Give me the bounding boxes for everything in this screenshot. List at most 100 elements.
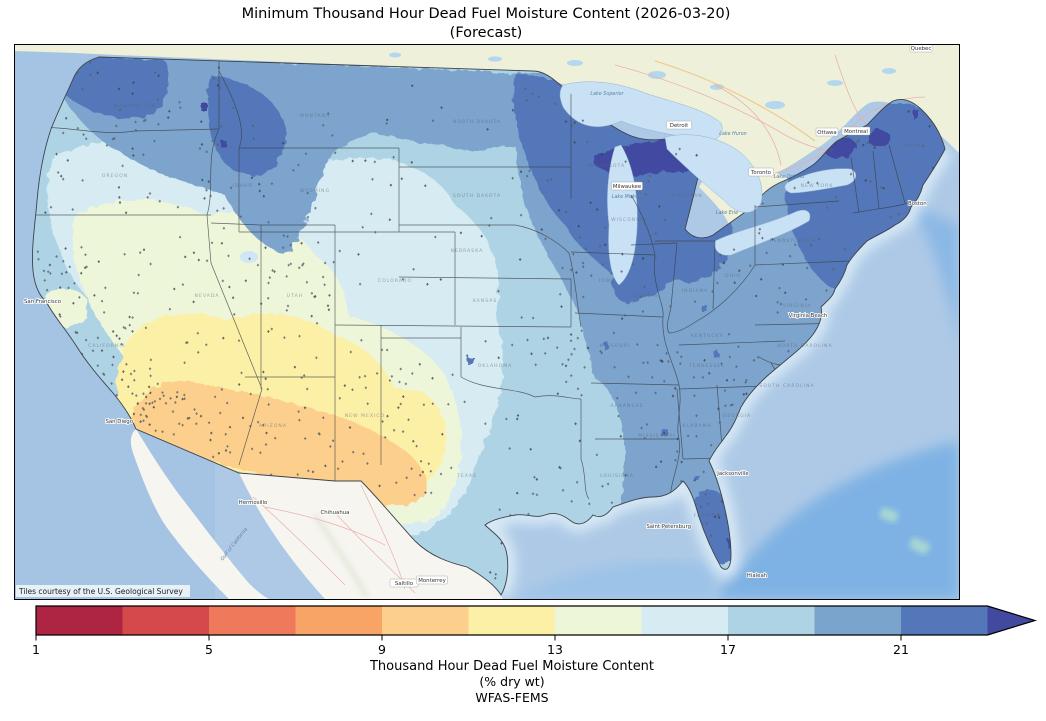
state-name-label: NORTH CAROLINA xyxy=(777,343,832,349)
station-marker xyxy=(676,350,679,354)
station-marker xyxy=(646,361,649,365)
station-marker xyxy=(771,237,774,241)
station-marker xyxy=(227,254,230,258)
station-marker xyxy=(463,400,466,404)
station-marker xyxy=(586,346,590,350)
station-marker xyxy=(261,423,265,427)
station-marker xyxy=(333,151,337,155)
station-marker xyxy=(530,352,533,356)
station-marker xyxy=(220,388,224,391)
station-marker xyxy=(250,176,254,180)
station-marker xyxy=(559,466,562,470)
station-marker xyxy=(441,432,444,436)
station-marker xyxy=(341,460,344,463)
station-marker xyxy=(195,412,198,416)
station-marker xyxy=(105,143,109,147)
station-marker xyxy=(723,389,727,393)
station-marker xyxy=(172,432,176,436)
state-name-label: OHIO xyxy=(725,273,741,279)
station-marker xyxy=(306,215,310,219)
station-marker xyxy=(332,260,335,264)
station-marker xyxy=(429,469,433,473)
station-marker xyxy=(583,365,586,369)
state-name-label: IOWA xyxy=(599,278,615,284)
station-marker xyxy=(835,195,838,199)
station-marker xyxy=(405,476,408,480)
station-marker xyxy=(745,392,748,396)
station-marker xyxy=(561,362,564,366)
station-marker xyxy=(703,358,706,362)
station-marker xyxy=(153,71,157,75)
station-marker xyxy=(75,331,79,335)
station-marker xyxy=(148,367,152,371)
station-marker xyxy=(392,155,395,159)
station-marker xyxy=(413,493,416,497)
station-marker xyxy=(385,348,389,352)
map-canvas[interactable]: WASHINGTON MONTANA NORTH DAKOTA MINNESOTA WI… xyxy=(14,44,960,600)
station-marker xyxy=(600,351,604,355)
station-marker xyxy=(519,213,523,217)
station-marker xyxy=(724,404,727,408)
station-marker xyxy=(590,274,593,278)
station-marker xyxy=(647,179,650,183)
station-marker xyxy=(695,434,698,438)
station-marker xyxy=(258,189,262,193)
station-marker xyxy=(61,131,65,135)
station-marker xyxy=(713,515,717,519)
station-marker xyxy=(907,110,910,113)
station-marker xyxy=(84,253,87,257)
station-marker xyxy=(153,399,157,403)
station-marker xyxy=(241,416,245,420)
station-marker xyxy=(49,205,53,209)
station-marker xyxy=(120,342,123,346)
state-name-label: NEBRASKA xyxy=(451,248,484,254)
station-marker xyxy=(157,74,160,78)
station-marker xyxy=(91,349,95,353)
station-marker xyxy=(305,387,309,391)
station-marker xyxy=(321,275,325,279)
station-marker xyxy=(144,118,147,122)
station-marker xyxy=(644,193,647,197)
station-marker xyxy=(758,227,762,231)
colorbar-label: Thousand Hour Dead Fuel Moisture Content xyxy=(369,659,654,674)
station-marker xyxy=(718,421,722,424)
station-marker xyxy=(757,231,761,235)
station-marker xyxy=(679,362,682,366)
station-marker xyxy=(176,390,179,394)
station-marker xyxy=(783,291,787,295)
station-marker xyxy=(305,280,309,284)
station-marker xyxy=(118,108,122,112)
station-marker xyxy=(669,304,672,308)
colorbar-tick-label: 21 xyxy=(893,642,909,657)
station-marker xyxy=(168,307,172,311)
station-marker xyxy=(542,337,546,341)
station-marker xyxy=(216,83,220,87)
station-marker xyxy=(117,185,121,189)
station-marker xyxy=(59,174,63,178)
station-marker xyxy=(192,251,196,255)
city-label-box xyxy=(815,127,839,137)
station-marker xyxy=(100,349,104,353)
station-marker xyxy=(251,124,255,128)
station-marker xyxy=(331,134,334,137)
station-marker xyxy=(649,234,652,238)
station-marker xyxy=(358,375,361,379)
station-marker xyxy=(636,343,639,346)
state-name-label: COLORADO xyxy=(378,278,412,284)
station-marker xyxy=(96,71,99,75)
state-name-label: SOUTH CAROLINA xyxy=(759,383,814,389)
station-marker xyxy=(595,208,599,212)
station-marker xyxy=(866,141,869,145)
station-marker xyxy=(322,416,325,420)
station-marker xyxy=(186,416,190,420)
city-label: Quebec xyxy=(911,46,932,52)
station-marker xyxy=(765,251,768,255)
station-marker xyxy=(123,252,126,256)
station-marker xyxy=(328,293,331,297)
station-marker xyxy=(398,380,401,384)
city-label-box xyxy=(841,126,871,136)
station-marker xyxy=(220,241,224,245)
station-marker xyxy=(228,425,232,429)
station-marker xyxy=(761,202,764,206)
station-marker xyxy=(465,354,469,358)
